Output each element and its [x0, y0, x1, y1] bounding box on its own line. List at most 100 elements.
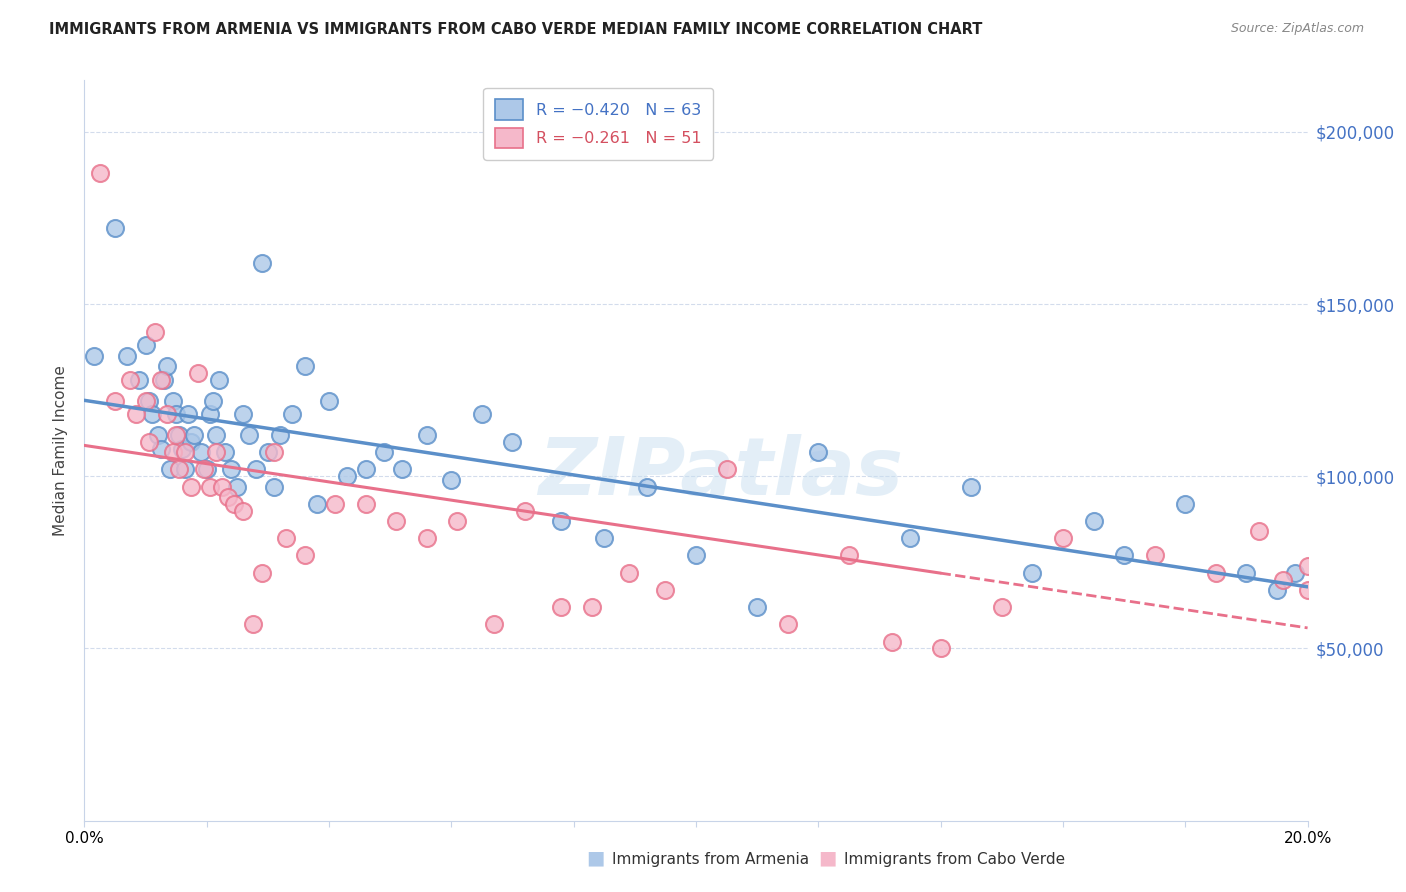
Point	[1143, 549, 1166, 563]
Point	[224, 497, 246, 511]
Point	[550, 514, 572, 528]
Point	[104, 221, 127, 235]
Point	[281, 407, 304, 421]
Point	[120, 373, 142, 387]
Point	[245, 462, 267, 476]
Point	[1083, 514, 1105, 528]
Point	[991, 600, 1014, 615]
Point	[482, 617, 505, 632]
Point	[186, 366, 208, 380]
Point	[898, 531, 921, 545]
Point	[115, 349, 138, 363]
Point	[180, 434, 202, 449]
Point	[211, 480, 233, 494]
Point	[654, 582, 676, 597]
Point	[1205, 566, 1227, 580]
Point	[242, 617, 264, 632]
Point	[446, 514, 468, 528]
Point	[232, 407, 254, 421]
Point	[195, 462, 218, 476]
Point	[807, 445, 830, 459]
Point	[208, 373, 231, 387]
Point	[167, 462, 190, 476]
Point	[257, 445, 280, 459]
Point	[128, 373, 150, 387]
Point	[1265, 582, 1288, 597]
Point	[165, 407, 187, 421]
Text: ■: ■	[586, 848, 605, 867]
Point	[149, 442, 172, 456]
Point	[174, 445, 197, 459]
Point	[177, 407, 200, 421]
Text: Immigrants from Armenia: Immigrants from Armenia	[612, 852, 808, 867]
Point	[143, 325, 166, 339]
Point	[138, 393, 160, 408]
Point	[323, 497, 346, 511]
Point	[153, 373, 176, 387]
Point	[471, 407, 494, 421]
Text: IMMIGRANTS FROM ARMENIA VS IMMIGRANTS FROM CABO VERDE MEDIAN FAMILY INCOME CORRE: IMMIGRANTS FROM ARMENIA VS IMMIGRANTS FR…	[49, 22, 983, 37]
Point	[156, 407, 179, 421]
Point	[1272, 573, 1295, 587]
Point	[685, 549, 707, 563]
Point	[162, 393, 184, 408]
Point	[385, 514, 408, 528]
Point	[141, 407, 163, 421]
Point	[1296, 558, 1319, 573]
Point	[193, 462, 215, 476]
Text: ■: ■	[818, 848, 837, 867]
Point	[250, 256, 273, 270]
Point	[183, 428, 205, 442]
Point	[172, 442, 194, 456]
Point	[1052, 531, 1074, 545]
Point	[838, 549, 860, 563]
Point	[1247, 524, 1270, 539]
Point	[217, 490, 239, 504]
Point	[502, 434, 524, 449]
Point	[226, 480, 249, 494]
Point	[336, 469, 359, 483]
Point	[1021, 566, 1043, 580]
Point	[354, 497, 377, 511]
Point	[880, 634, 903, 648]
Point	[135, 338, 157, 352]
Point	[156, 359, 179, 373]
Point	[305, 497, 328, 511]
Point	[416, 531, 439, 545]
Point	[269, 428, 291, 442]
Point	[1174, 497, 1197, 511]
Point	[201, 393, 224, 408]
Point	[263, 480, 285, 494]
Point	[198, 480, 221, 494]
Point	[391, 462, 413, 476]
Point	[205, 428, 228, 442]
Point	[198, 407, 221, 421]
Point	[747, 600, 769, 615]
Point	[1296, 582, 1319, 597]
Point	[89, 166, 111, 180]
Point	[104, 393, 127, 408]
Point	[138, 434, 160, 449]
Point	[617, 566, 640, 580]
Point	[219, 462, 242, 476]
Point	[373, 445, 395, 459]
Point	[416, 428, 439, 442]
Point	[214, 445, 236, 459]
Point	[294, 359, 316, 373]
Point	[440, 473, 463, 487]
Point	[318, 393, 340, 408]
Point	[250, 566, 273, 580]
Point	[174, 462, 197, 476]
Point	[159, 462, 181, 476]
Legend: R = −0.420   N = 63, R = −0.261   N = 51: R = −0.420 N = 63, R = −0.261 N = 51	[484, 88, 713, 160]
Point	[716, 462, 738, 476]
Point	[162, 445, 184, 459]
Point	[165, 428, 187, 442]
Point	[238, 428, 260, 442]
Point	[180, 480, 202, 494]
Text: Source: ZipAtlas.com: Source: ZipAtlas.com	[1230, 22, 1364, 36]
Point	[276, 531, 298, 545]
Point	[149, 373, 172, 387]
Point	[146, 428, 169, 442]
Point	[167, 428, 190, 442]
